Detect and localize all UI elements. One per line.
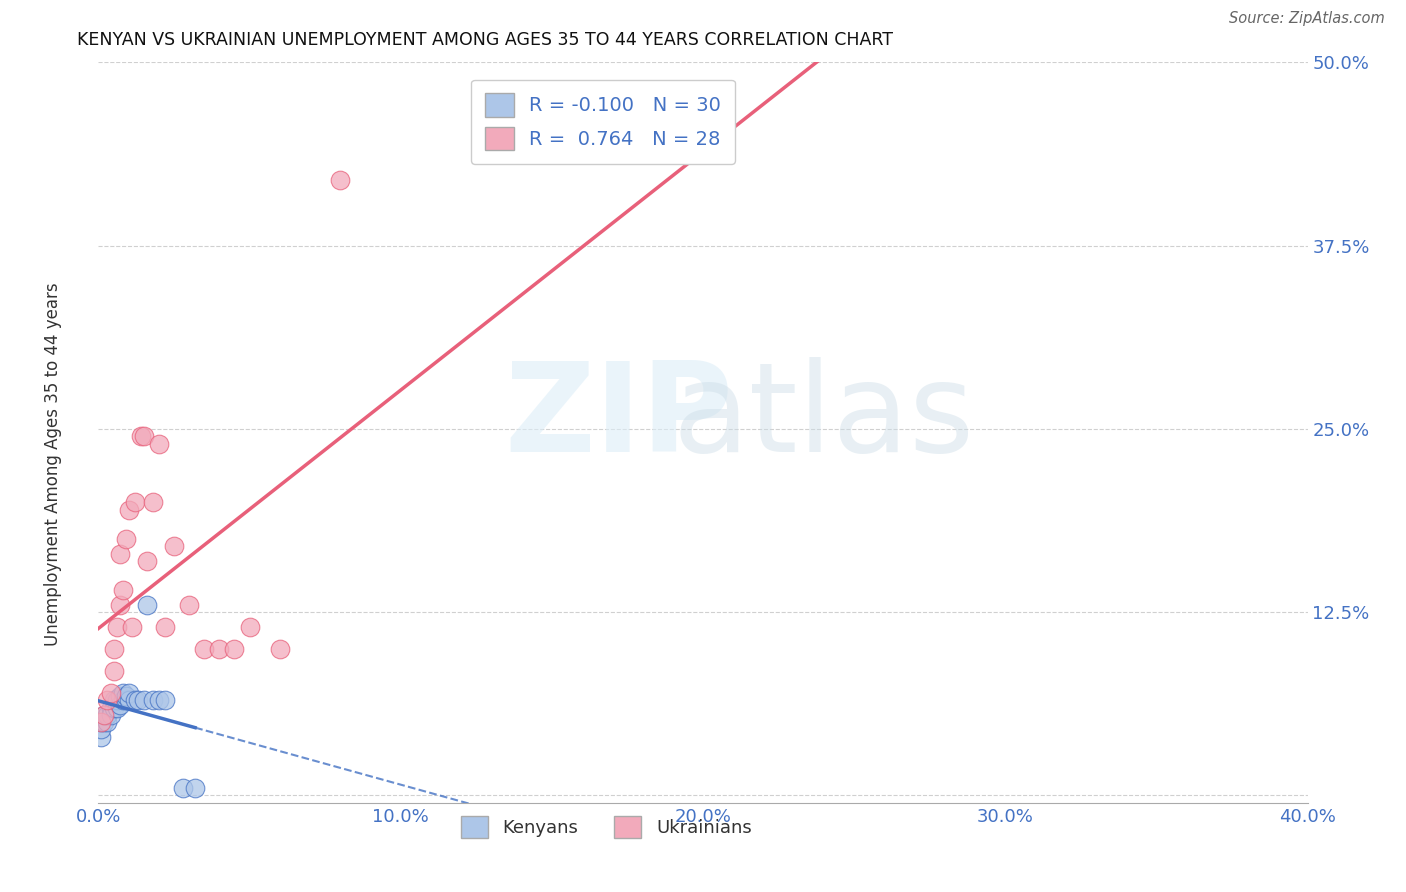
Point [142,495,165,509]
Point [239,620,262,634]
Point [103,700,125,714]
Point [121,620,143,634]
Point [108,598,131,612]
Point [108,698,131,712]
Point [96,707,118,722]
Text: KENYAN VS UKRAINIAN UNEMPLOYMENT AMONG AGES 35 TO 44 YEARS CORRELATION CHART: KENYAN VS UKRAINIAN UNEMPLOYMENT AMONG A… [77,31,893,49]
Point [118,686,141,700]
Point [90,723,112,737]
Point [163,539,186,553]
Point [111,693,134,707]
Point [148,436,170,450]
Point [103,641,125,656]
Point [118,693,141,707]
Point [114,693,136,707]
Point [127,693,149,707]
Text: ZIP: ZIP [503,358,733,478]
Point [105,693,128,707]
Text: Source: ZipAtlas.com: Source: ZipAtlas.com [1229,11,1385,26]
Point [132,693,155,707]
Point [193,641,215,656]
Point [93,707,115,722]
Point [184,781,207,796]
Point [90,715,112,730]
Point [111,583,134,598]
Point [96,693,118,707]
Point [103,664,125,678]
Point [124,693,146,707]
Point [93,707,115,722]
Point [269,641,291,656]
Point [103,693,125,707]
Point [100,700,122,714]
Point [129,429,152,443]
Point [118,502,141,516]
Point [100,686,122,700]
Point [329,172,352,186]
Point [108,689,131,703]
Point [153,693,176,707]
Point [208,641,231,656]
Point [135,554,157,568]
Point [224,641,246,656]
Point [148,693,170,707]
Point [108,547,131,561]
Point [142,693,165,707]
Point [111,686,134,700]
Point [179,598,201,612]
Point [172,781,194,796]
Point [114,532,136,546]
Point [132,429,155,443]
Point [124,495,146,509]
Point [100,707,122,722]
Point [90,715,112,730]
Point [105,620,128,634]
Legend: Kenyans, Ukrainians: Kenyans, Ukrainians [454,809,759,846]
Point [93,715,115,730]
Point [135,598,157,612]
Point [114,689,136,703]
Text: atlas: atlas [673,358,974,478]
Point [105,700,128,714]
Point [96,715,118,730]
Text: Unemployment Among Ages 35 to 44 years: Unemployment Among Ages 35 to 44 years [45,282,62,646]
Point [90,730,112,744]
Point [153,620,176,634]
